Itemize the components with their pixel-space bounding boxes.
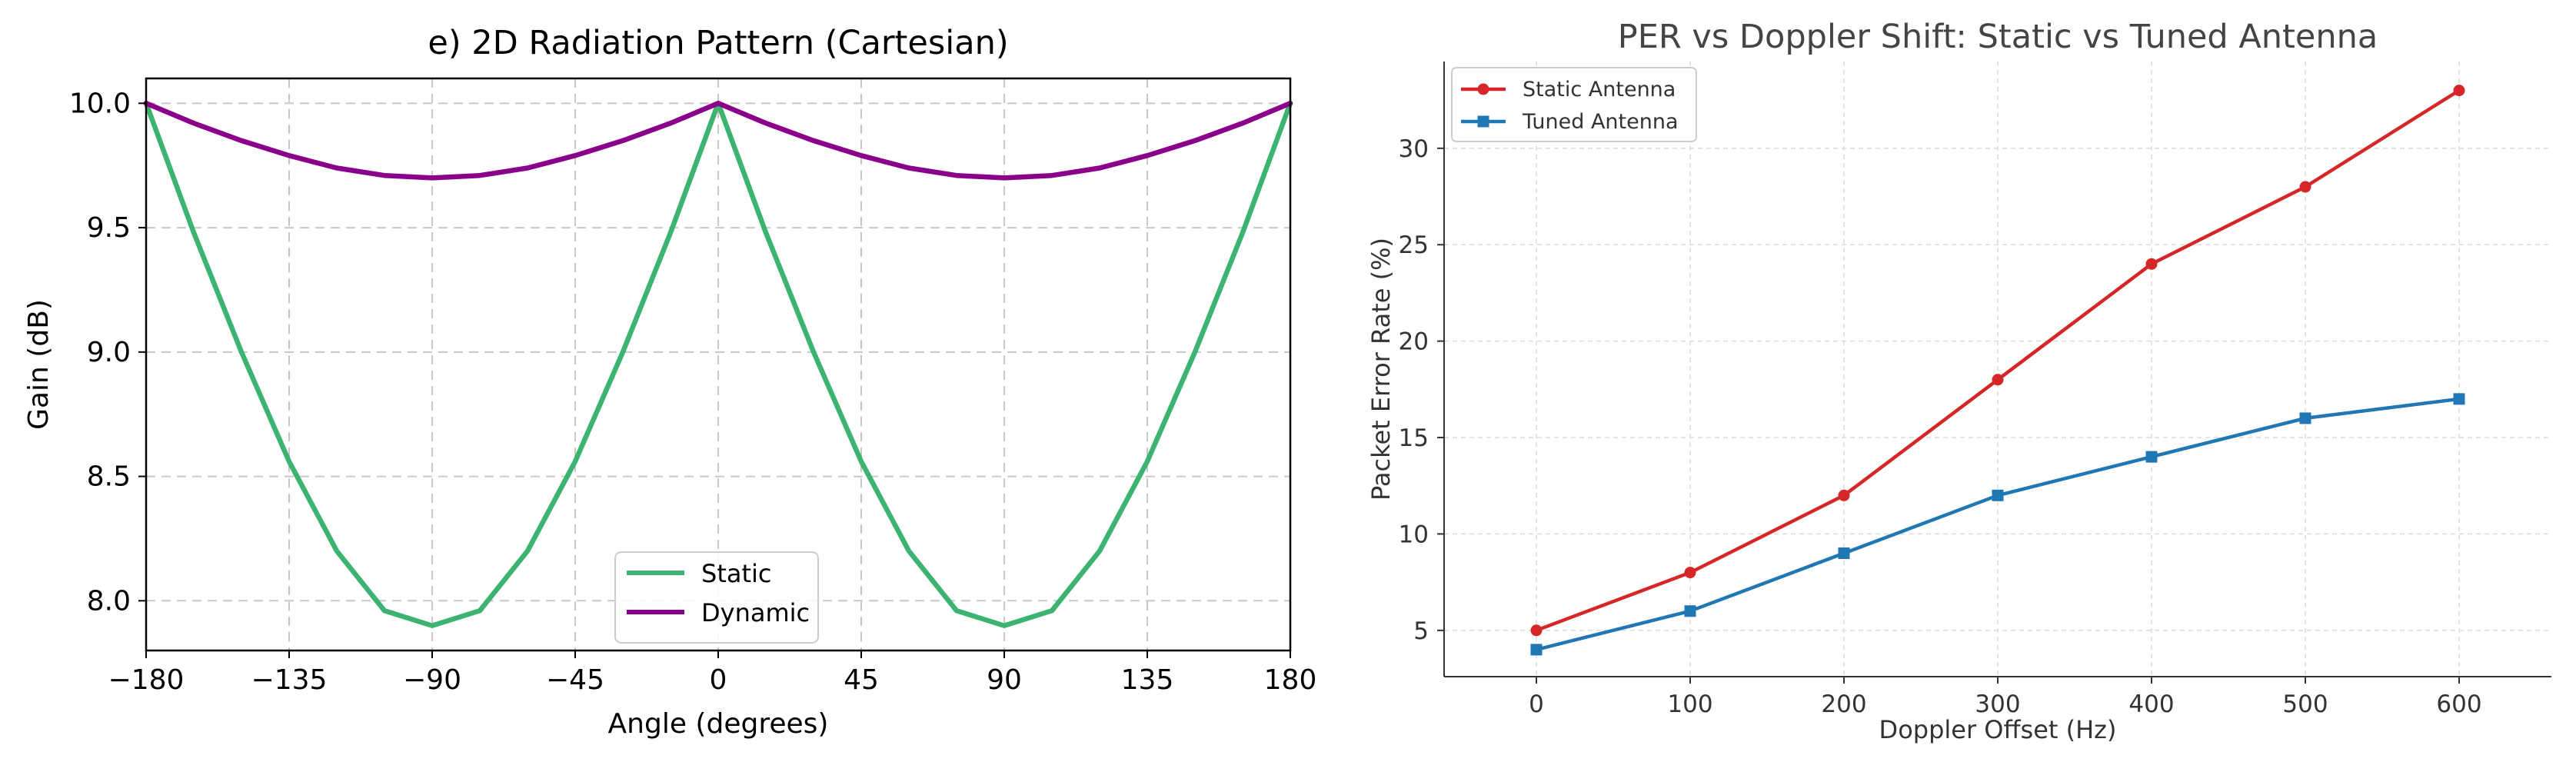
legend-label-tuned-antenna: Tuned Antenna bbox=[1522, 110, 1679, 134]
grid bbox=[1444, 62, 2551, 677]
chart-title: PER vs Doppler Shift: Static vs Tuned An… bbox=[1618, 18, 2378, 56]
x-tick-label: 0 bbox=[710, 664, 727, 696]
legend-label-dynamic: Dynamic bbox=[701, 598, 810, 627]
x-tick-label: −45 bbox=[546, 664, 604, 696]
legend-label-static: Static bbox=[701, 559, 772, 588]
legend-marker-static-antenna bbox=[1477, 83, 1489, 95]
data-point-tuned-antenna bbox=[2453, 393, 2465, 405]
y-tick-label: 5 bbox=[1413, 617, 1429, 645]
plot-area bbox=[143, 101, 1293, 628]
y-tick-label: 8.5 bbox=[87, 461, 131, 493]
x-tick-label: 180 bbox=[1264, 664, 1317, 696]
legend: Static Dynamic bbox=[614, 551, 819, 644]
plot-area bbox=[1530, 85, 2465, 656]
data-point-tuned-antenna bbox=[2299, 412, 2311, 424]
x-tick-label: 45 bbox=[844, 664, 879, 696]
x-tick-label: −90 bbox=[403, 664, 461, 696]
data-point-static-antenna bbox=[2145, 258, 2158, 270]
x-tick-label: 90 bbox=[987, 664, 1022, 696]
x-axis-ticks: −180 −135 −90 −45 0 45 90 135 180 bbox=[108, 651, 1317, 696]
y-tick-label: 30 bbox=[1399, 135, 1429, 163]
data-point-static-antenna bbox=[1992, 374, 2004, 386]
data-point-static-antenna bbox=[1530, 624, 1543, 637]
chart-title: e) 2D Radiation Pattern (Cartesian) bbox=[428, 24, 1008, 62]
data-point-tuned-antenna bbox=[1530, 644, 1543, 656]
legend: Static Antenna Tuned Antenna bbox=[1451, 67, 1697, 142]
x-tick-label: 400 bbox=[2128, 690, 2174, 718]
per-vs-doppler-chart: PER vs Doppler Shift: Static vs Tuned An… bbox=[1366, 18, 2551, 744]
series-line-dynamic bbox=[143, 101, 1293, 181]
data-point-tuned-antenna bbox=[1684, 605, 1696, 617]
y-tick-label: 8.0 bbox=[87, 585, 131, 617]
y-tick-label: 9.0 bbox=[87, 337, 131, 368]
y-axis-label: Gain (dB) bbox=[23, 299, 55, 430]
data-point-tuned-antenna bbox=[2145, 451, 2158, 463]
y-tick-label: 25 bbox=[1399, 231, 1429, 259]
x-tick-label: 300 bbox=[1975, 690, 2020, 718]
y-tick-label: 20 bbox=[1399, 328, 1429, 356]
x-tick-label: 200 bbox=[1821, 690, 1866, 718]
x-tick-label: 135 bbox=[1121, 664, 1174, 696]
y-axis-label: Packet Error Rate (%) bbox=[1366, 238, 1396, 501]
x-tick-label: −135 bbox=[251, 664, 328, 696]
data-point-tuned-antenna bbox=[1838, 547, 1850, 559]
x-tick-label: 100 bbox=[1667, 690, 1712, 718]
x-tick-label: 600 bbox=[2436, 690, 2481, 718]
y-tick-label: 9.5 bbox=[87, 212, 131, 244]
data-point-static-antenna bbox=[2453, 85, 2465, 97]
y-axis-ticks: 8.0 8.5 9.0 9.5 10.0 bbox=[69, 88, 146, 617]
x-tick-label: −180 bbox=[108, 664, 185, 696]
y-tick-label: 10 bbox=[1399, 521, 1429, 548]
data-point-static-antenna bbox=[2299, 181, 2311, 193]
x-axis-ticks: 0 100 200 300 400 500 600 bbox=[1529, 677, 2482, 718]
y-axis-ticks: 5 10 15 20 25 30 bbox=[1399, 135, 1444, 645]
x-axis-label: Doppler Offset (Hz) bbox=[1879, 715, 2117, 744]
data-point-tuned-antenna bbox=[1992, 489, 2004, 501]
data-point-static-antenna bbox=[1684, 567, 1696, 579]
legend-label-static-antenna: Static Antenna bbox=[1523, 78, 1676, 101]
y-tick-label: 15 bbox=[1399, 424, 1429, 452]
legend-marker-tuned-antenna bbox=[1477, 115, 1489, 128]
x-tick-label: 0 bbox=[1529, 690, 1544, 718]
radiation-pattern-chart: e) 2D Radiation Pattern (Cartesian) −180… bbox=[23, 24, 1316, 740]
legend-box bbox=[1451, 67, 1697, 142]
x-tick-label: 500 bbox=[2282, 690, 2328, 718]
data-point-static-antenna bbox=[1838, 489, 1850, 501]
y-tick-label: 10.0 bbox=[69, 88, 131, 119]
x-axis-label: Angle (degrees) bbox=[608, 708, 829, 740]
